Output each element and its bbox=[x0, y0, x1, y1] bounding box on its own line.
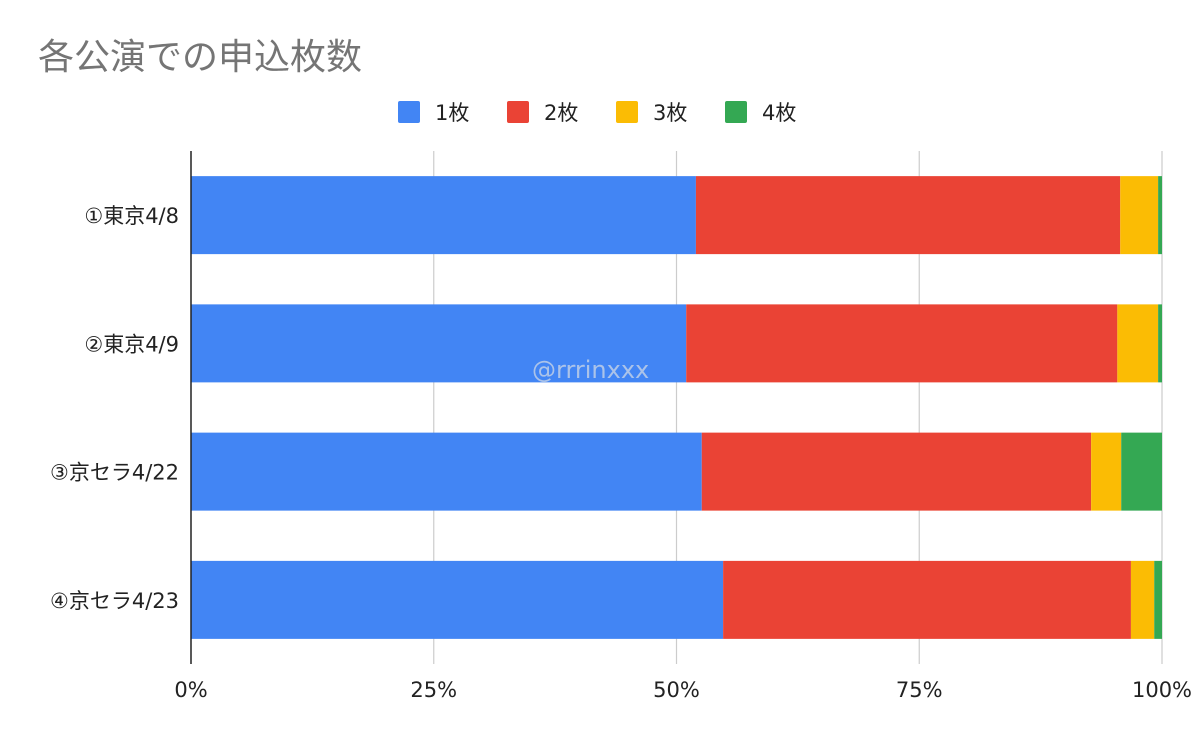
legend: 1枚 2枚 3枚 4枚 bbox=[398, 101, 796, 125]
bar-segment bbox=[1091, 432, 1122, 511]
bar-segment bbox=[191, 176, 696, 255]
x-tick-label: 50% bbox=[653, 678, 700, 702]
watermark: @rrrinxxx bbox=[532, 356, 649, 384]
category-label: ④京セラ4/23 bbox=[50, 589, 179, 613]
bar-segment bbox=[723, 560, 1131, 639]
bar-segment bbox=[686, 304, 1118, 383]
category-label: ②東京4/9 bbox=[84, 332, 179, 356]
legend-swatch bbox=[725, 101, 747, 123]
x-tick-label: 75% bbox=[896, 678, 943, 702]
x-tick-label: 0% bbox=[174, 678, 207, 702]
legend-label: 1枚 bbox=[435, 101, 469, 125]
bar-segment bbox=[191, 304, 687, 383]
bar-segment bbox=[1120, 176, 1159, 255]
category-label: ③京セラ4/22 bbox=[50, 461, 179, 485]
bar-segment bbox=[1121, 432, 1162, 511]
legend-label: 3枚 bbox=[653, 101, 687, 125]
bar-segment bbox=[191, 432, 702, 511]
legend-swatch bbox=[507, 101, 529, 123]
bar-segment bbox=[1130, 560, 1155, 639]
category-label: ①東京4/8 bbox=[84, 204, 179, 228]
bar-segment bbox=[1158, 304, 1162, 383]
legend-swatch bbox=[616, 101, 638, 123]
chart-title: 各公演での申込枚数 bbox=[38, 37, 362, 78]
bar-segment bbox=[191, 560, 724, 639]
legend-label: 4枚 bbox=[762, 101, 796, 125]
x-tick-label: 100% bbox=[1132, 678, 1192, 702]
bar-segment bbox=[1154, 560, 1162, 639]
legend-label: 2枚 bbox=[544, 101, 578, 125]
bars bbox=[191, 176, 1162, 639]
bar-segment bbox=[695, 176, 1121, 255]
bar-segment bbox=[1117, 304, 1159, 383]
bar-segment bbox=[701, 432, 1092, 511]
x-axis-tick-labels: 0% 25% 50% 75% 100% bbox=[174, 678, 1192, 702]
category-labels: ①東京4/8 ②東京4/9 ③京セラ4/22 ④京セラ4/23 bbox=[50, 204, 179, 613]
bar-segment bbox=[1158, 176, 1162, 255]
x-tick-label: 25% bbox=[410, 678, 457, 702]
legend-swatch bbox=[398, 101, 420, 123]
